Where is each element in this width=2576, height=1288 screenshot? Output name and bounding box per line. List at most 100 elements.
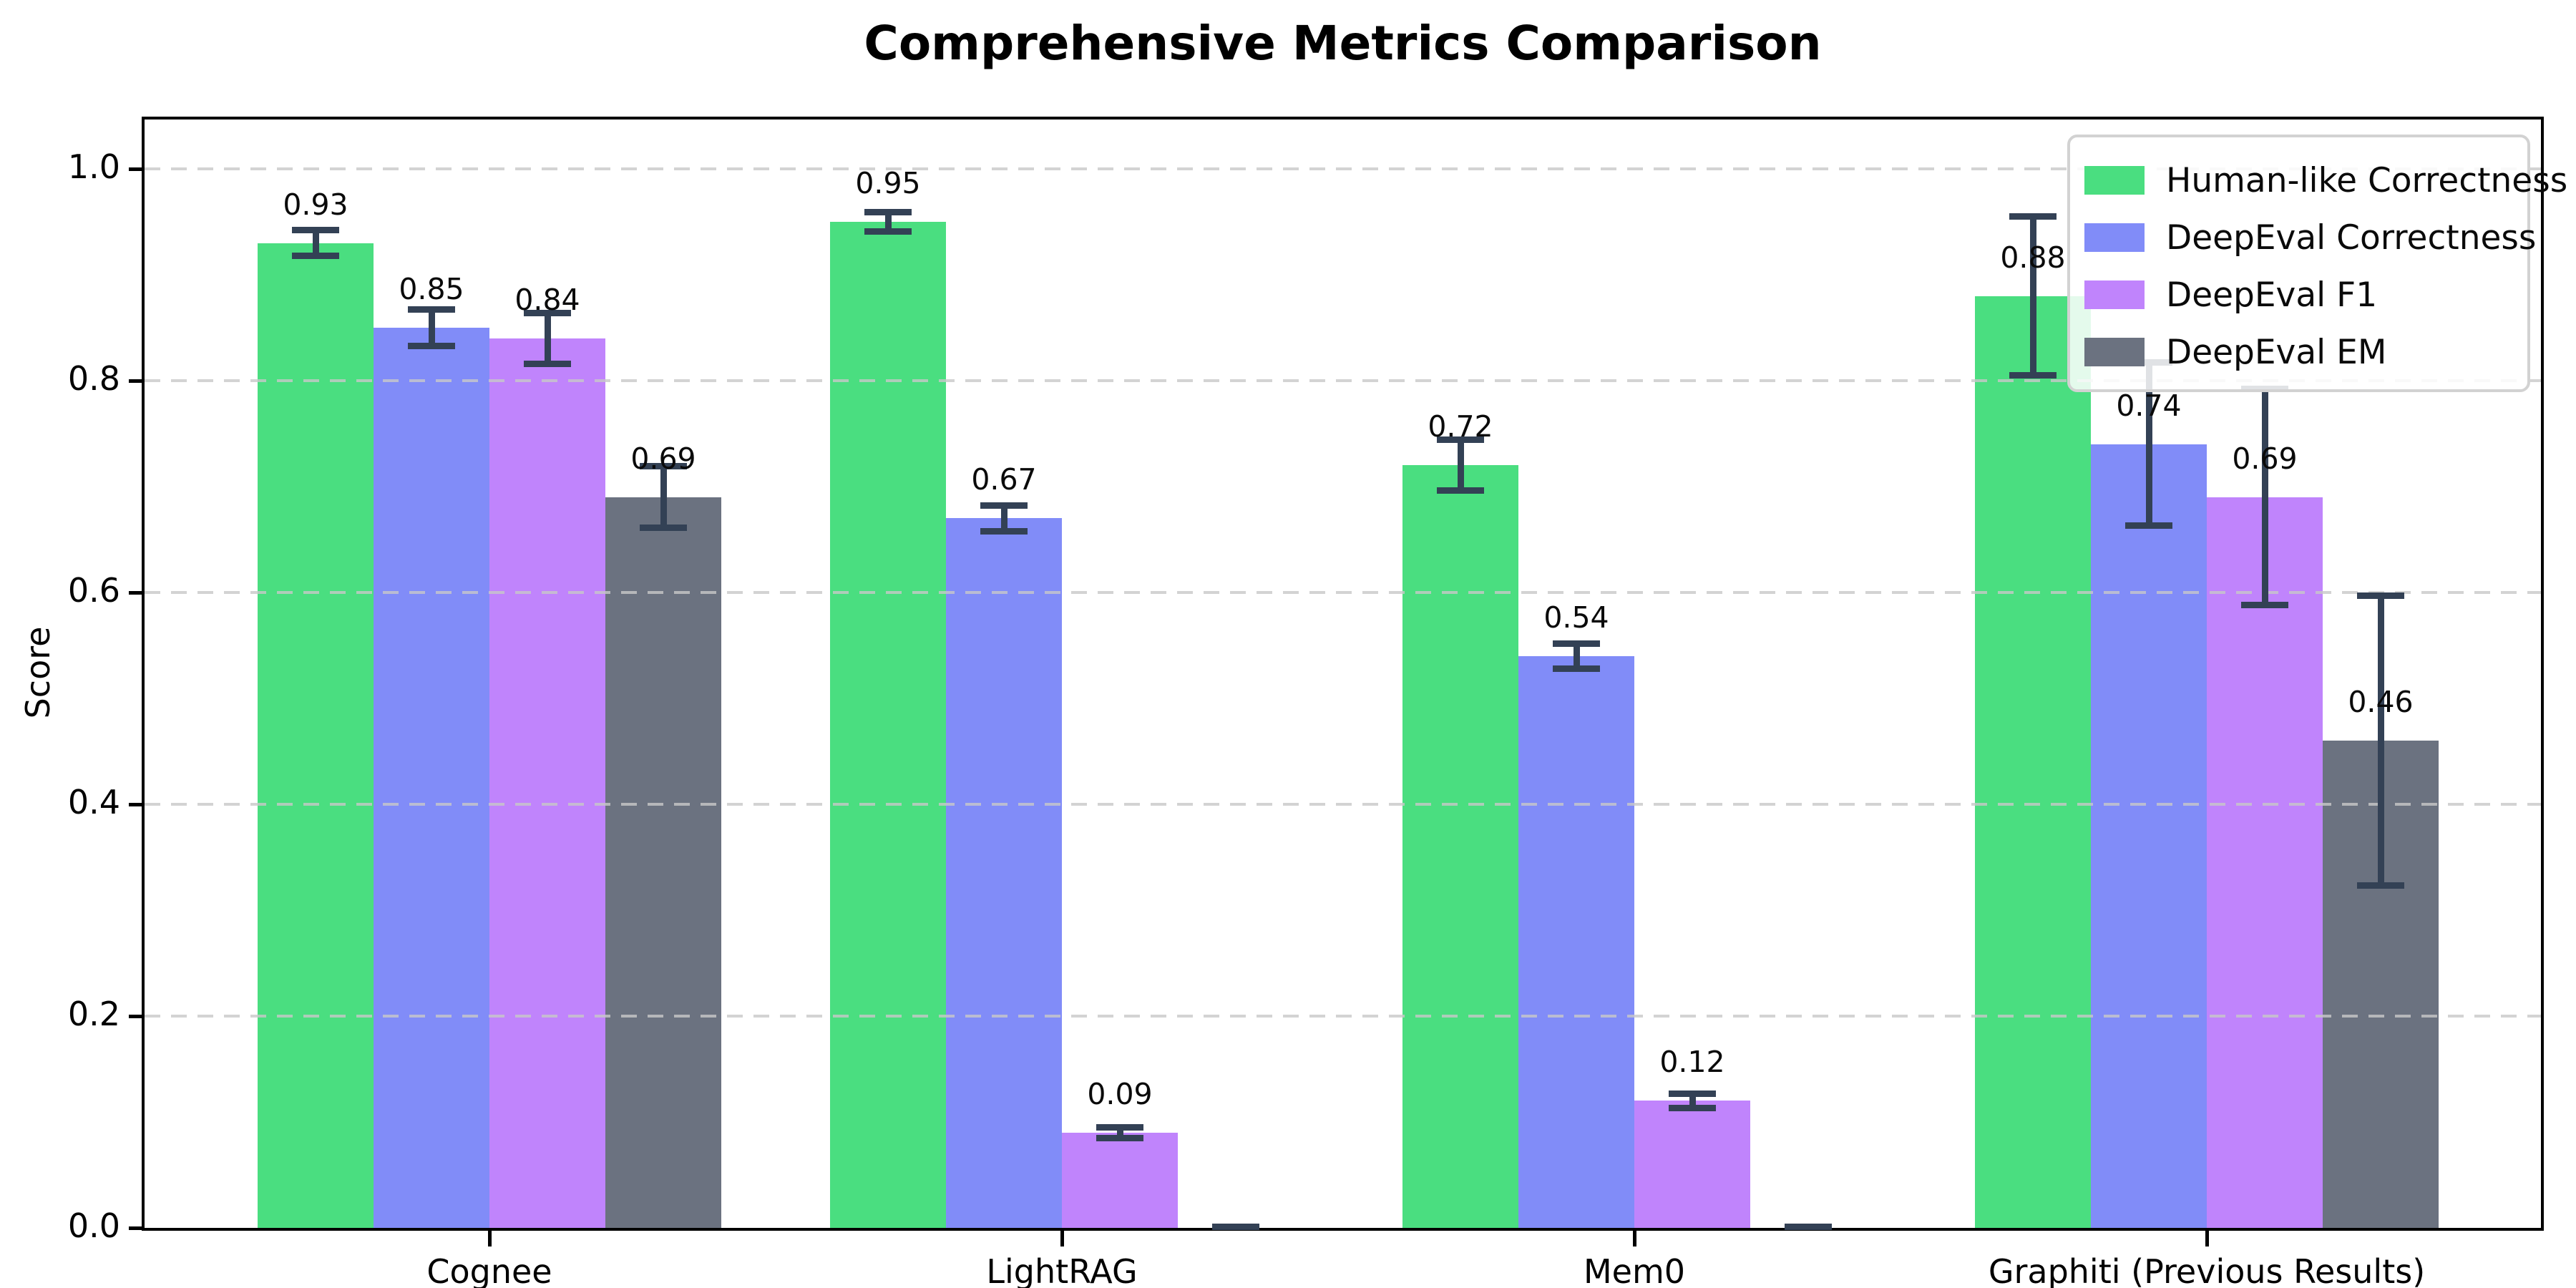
- bar-value-label: 0.85: [399, 272, 464, 306]
- y-tick-mark: [129, 591, 142, 595]
- error-bar: [1212, 1224, 1259, 1231]
- legend-item: Human-like Correctness: [2070, 152, 2567, 209]
- bar: [1518, 656, 1634, 1228]
- error-bar-cap-top: [1669, 1090, 1716, 1097]
- error-bar-cap-top: [2357, 592, 2404, 599]
- bar: [374, 328, 489, 1228]
- bar-value-label: 0.54: [1543, 600, 1609, 635]
- legend-item: DeepEval Correctness: [2070, 209, 2536, 266]
- grid-line: [145, 591, 2541, 594]
- x-tick-mark: [1633, 1231, 1636, 1246]
- bar: [1634, 1101, 1750, 1228]
- error-bar-line: [312, 227, 319, 259]
- error-bar-line: [1573, 640, 1580, 672]
- x-tick-mark: [2205, 1231, 2209, 1246]
- y-tick-mark: [129, 167, 142, 171]
- error-bar: [524, 309, 571, 367]
- error-bar-line: [660, 463, 667, 532]
- bar-value-label: 0.95: [855, 166, 921, 200]
- bar: [489, 338, 605, 1228]
- bar-value-label: 0.88: [2000, 240, 2066, 275]
- bar-value-label: 0.09: [1087, 1077, 1153, 1111]
- bar-value-label: 0.69: [2232, 441, 2298, 476]
- y-tick-mark: [129, 1015, 142, 1018]
- error-bar-line: [428, 306, 435, 349]
- error-bar: [1553, 640, 1600, 672]
- error-bar-cap-top: [1785, 1224, 1832, 1231]
- error-bar-cap-top: [2009, 213, 2057, 220]
- bar-value-label: 0.67: [971, 462, 1037, 497]
- error-bar-cap-bottom: [980, 527, 1028, 535]
- bar-value-label: 0.93: [283, 187, 348, 222]
- bar: [2207, 497, 2323, 1228]
- bar-value-label: 0.46: [2348, 685, 2414, 719]
- error-bar: [864, 209, 912, 235]
- error-bar-cap-bottom: [1669, 1105, 1716, 1112]
- error-bar-cap-bottom: [2241, 602, 2288, 609]
- y-tick-label: 0.2: [67, 995, 120, 1033]
- legend-swatch: [2084, 166, 2145, 195]
- error-bar-cap-top: [1553, 640, 1600, 647]
- error-bar-cap-top: [1096, 1123, 1143, 1131]
- bar: [1975, 296, 2091, 1228]
- grid-line: [145, 803, 2541, 806]
- legend-item: DeepEval F1: [2070, 266, 2527, 323]
- error-bar-cap-bottom: [2357, 882, 2404, 889]
- error-bar: [2009, 213, 2057, 379]
- legend-label: Human-like Correctness: [2166, 160, 2568, 200]
- error-bar-cap-bottom: [864, 228, 912, 235]
- x-tick-mark: [1060, 1231, 1064, 1246]
- error-bar-line: [2377, 592, 2384, 889]
- error-bar-cap-top: [292, 227, 339, 234]
- grid-line: [145, 379, 2541, 382]
- error-bar: [1437, 436, 1484, 494]
- error-bar-line: [1457, 436, 1464, 494]
- error-bar-cap-bottom: [640, 525, 687, 532]
- error-bar: [408, 306, 455, 349]
- y-tick-label: 1.0: [67, 147, 120, 186]
- grid-line: [145, 1015, 2541, 1018]
- error-bar-cap-top: [1437, 436, 1484, 444]
- error-bar-line: [544, 309, 551, 367]
- x-tick-label: Graphiti (Previous Results): [1988, 1252, 2426, 1288]
- error-bar-line: [2261, 386, 2268, 609]
- chart-title: Comprehensive Metrics Comparison: [864, 16, 1822, 71]
- x-tick-label: Mem0: [1583, 1252, 1686, 1288]
- bar: [830, 222, 946, 1228]
- y-tick-mark: [129, 379, 142, 383]
- legend-item: DeepEval EM: [2070, 323, 2527, 381]
- error-bar: [2241, 386, 2288, 609]
- error-bar: [640, 463, 687, 532]
- bar-value-label: 0.12: [1659, 1045, 1725, 1079]
- grid-line: [145, 167, 2541, 170]
- error-bar: [292, 227, 339, 259]
- bar-value-label: 0.84: [514, 283, 580, 317]
- error-bar-cap-bottom: [1553, 665, 1600, 672]
- bar-value-label: 0.72: [1428, 409, 1493, 444]
- bar-value-label: 0.74: [2116, 389, 2182, 423]
- bar: [946, 518, 1062, 1228]
- error-bar-line: [1000, 502, 1008, 535]
- error-bar-cap-bottom: [408, 342, 455, 349]
- error-bar: [980, 502, 1028, 535]
- y-tick-mark: [129, 1226, 142, 1230]
- error-bar: [2357, 592, 2404, 889]
- error-bar-line: [884, 209, 892, 235]
- error-bar-cap-top: [1212, 1224, 1259, 1231]
- legend-swatch: [2084, 338, 2145, 366]
- bar: [1402, 465, 1518, 1228]
- y-tick-label: 0.8: [67, 359, 120, 398]
- y-tick-label: 0.6: [67, 571, 120, 610]
- y-tick-label: 0.4: [67, 783, 120, 821]
- error-bar-cap-bottom: [1437, 487, 1484, 494]
- error-bar-cap-bottom: [524, 360, 571, 367]
- bar: [1062, 1133, 1178, 1228]
- error-bar-cap-top: [640, 463, 687, 470]
- error-bar-cap-bottom: [1096, 1134, 1143, 1141]
- error-bar-cap-top: [864, 209, 912, 216]
- error-bar-line: [2145, 359, 2152, 530]
- error-bar-line: [1689, 1090, 1696, 1112]
- y-tick-mark: [129, 803, 142, 806]
- error-bar-cap-top: [980, 502, 1028, 509]
